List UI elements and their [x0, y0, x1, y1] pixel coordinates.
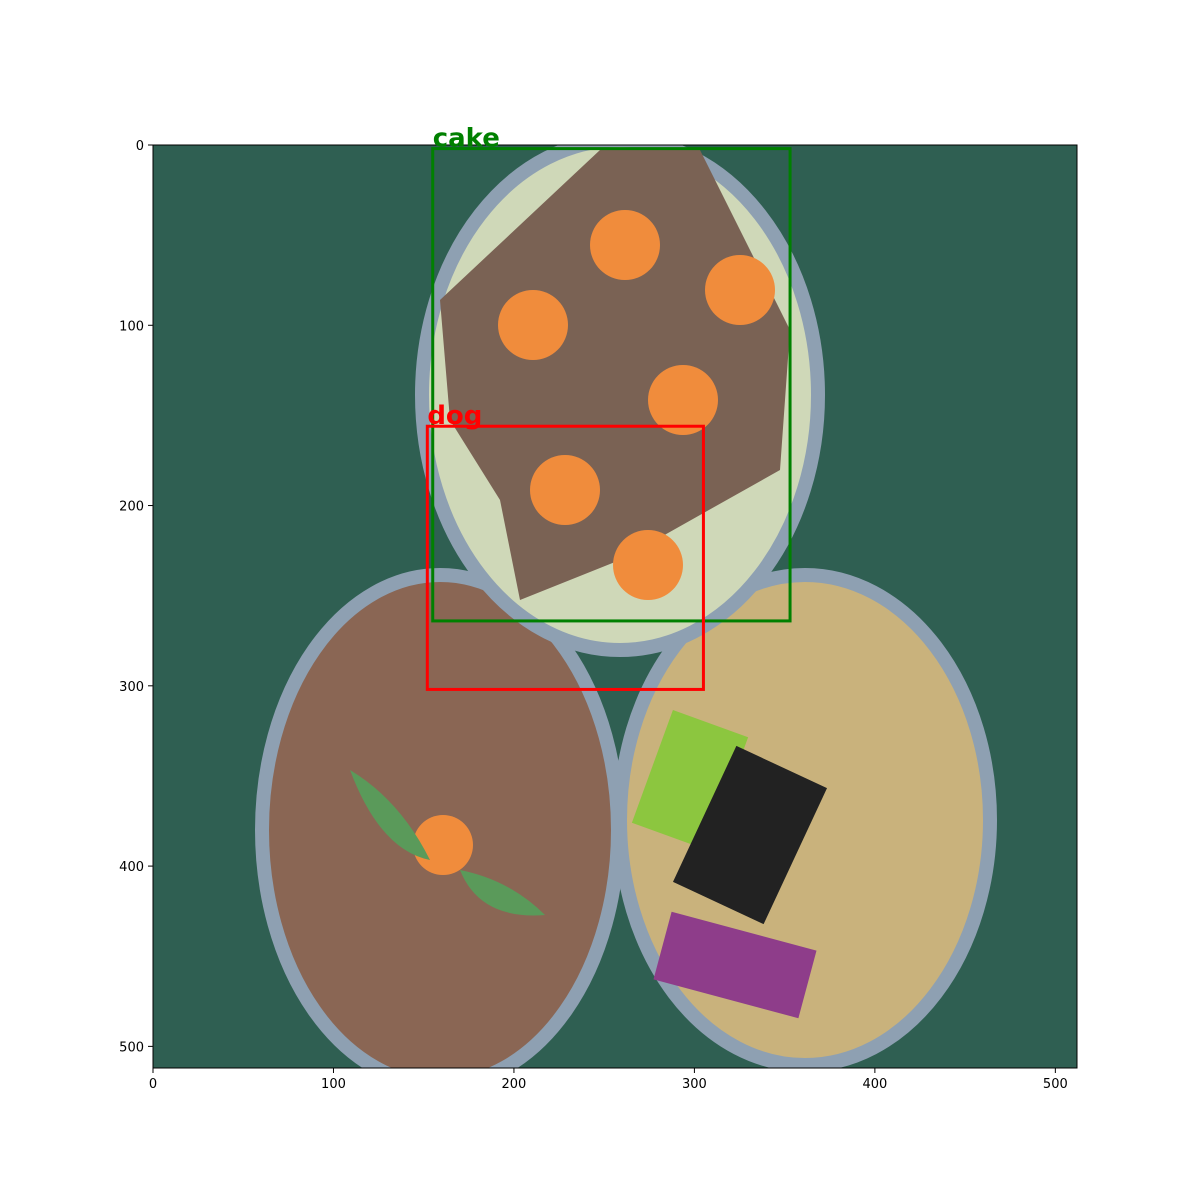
- y-tick-label: 500: [119, 1040, 144, 1055]
- carrot-flowers: [413, 210, 775, 875]
- box-label: dog: [427, 401, 482, 431]
- axes-frame: [152, 144, 1078, 1069]
- x-tick-label: 100: [321, 1077, 346, 1092]
- x-tick-label: 500: [1043, 1077, 1068, 1092]
- snack-pack: [672, 745, 828, 925]
- x-tick-label: 400: [862, 1077, 887, 1092]
- wrapper: [653, 911, 817, 1019]
- y-tick-label: 300: [119, 680, 144, 695]
- x-tick-label: 300: [682, 1077, 707, 1092]
- photo: [153, 145, 1077, 1068]
- bounding-box: [425, 424, 705, 691]
- y-tick-label: 100: [119, 319, 144, 334]
- y-tick-label: 0: [136, 139, 144, 154]
- box-label: cake: [433, 124, 500, 154]
- basil: [350, 770, 545, 916]
- x-tick-label: 200: [502, 1077, 527, 1092]
- y-tick-label: 200: [119, 500, 144, 515]
- bounding-box: [431, 147, 792, 623]
- y-tick-label: 400: [119, 860, 144, 875]
- x-tick-label: 0: [149, 1077, 157, 1092]
